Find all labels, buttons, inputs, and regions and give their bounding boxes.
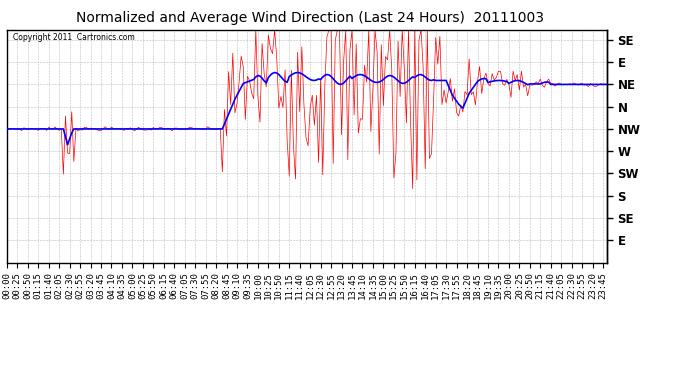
- Text: Normalized and Average Wind Direction (Last 24 Hours)  20111003: Normalized and Average Wind Direction (L…: [77, 11, 544, 25]
- Text: Copyright 2011  Cartronics.com: Copyright 2011 Cartronics.com: [13, 33, 135, 42]
